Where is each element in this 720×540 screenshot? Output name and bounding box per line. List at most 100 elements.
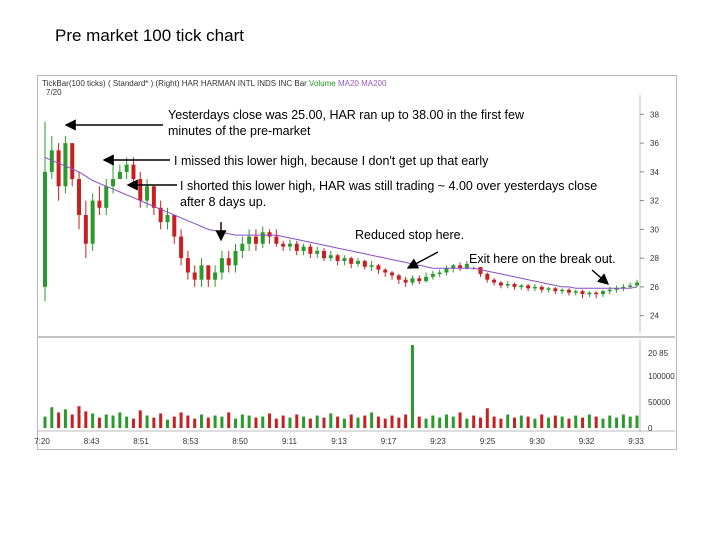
volume-bar (104, 414, 108, 428)
volume-bar (57, 412, 61, 428)
time-tick-label: 8:43 (84, 437, 100, 446)
volume-bar (254, 417, 258, 428)
candle-body (458, 265, 463, 269)
candle-body (49, 150, 54, 172)
volume-bar (349, 414, 353, 428)
annotation-shorted-lower-high: I shorted this lower high, HAR was still… (180, 178, 620, 210)
volume-bar (574, 415, 578, 428)
candle-body (614, 288, 619, 290)
candle-body (560, 289, 565, 292)
arrow-reduced-stop (406, 251, 439, 269)
volume-bar (376, 416, 380, 428)
volume-bar (370, 412, 374, 428)
candle-body (145, 186, 150, 201)
candle-body (77, 179, 82, 215)
candle-body (546, 288, 551, 290)
candle-body (430, 273, 435, 277)
volume-bar (118, 412, 122, 428)
volume-bar (383, 418, 387, 428)
candle-body (424, 276, 429, 282)
price-tick-label: 28 (650, 254, 659, 263)
candle-body (104, 186, 109, 208)
candle-body (369, 265, 374, 267)
volume-bar (431, 415, 435, 428)
price-tick-label: 34 (650, 168, 659, 177)
volume-bar (363, 415, 367, 428)
volume-bar (397, 417, 401, 428)
candle-body (505, 284, 510, 286)
volume-bar (50, 407, 54, 428)
annotation-reduced-stop: Reduced stop here. (355, 227, 465, 243)
chart-header-company: HARMAN INTL INDS INC Bar (200, 79, 307, 88)
candle-body (138, 179, 143, 201)
annotation-missed-lower-high: I missed this lower high, because I don'… (174, 153, 489, 169)
chart-header-ma: MA20 MA200 (337, 79, 387, 88)
candle-body (342, 258, 347, 261)
volume-bar (608, 415, 612, 428)
candle-body (56, 150, 61, 187)
volume-bar (492, 416, 496, 428)
volume-tick-label: 100000 (648, 372, 675, 381)
volume-bar (131, 418, 135, 428)
volume-bar (465, 418, 469, 428)
volume-tick-label: 20 85 (648, 349, 669, 358)
candle-body (260, 232, 265, 244)
volume-bar (261, 416, 265, 428)
volume-bar (200, 414, 204, 428)
candle-body (179, 236, 184, 259)
candle-body (417, 278, 422, 282)
price-tick-label: 26 (650, 283, 659, 292)
volume-bar (308, 418, 312, 428)
candle-body (63, 143, 68, 187)
candle-body (356, 261, 361, 264)
candle-body (635, 282, 639, 286)
time-tick-label: 8:51 (133, 437, 149, 446)
volume-bar (240, 414, 244, 428)
candle-body (253, 236, 258, 244)
volume-bar (302, 416, 306, 428)
time-tick-label: 9:32 (579, 437, 595, 446)
candle-body (492, 279, 497, 283)
candle-body (362, 261, 367, 267)
candle-body (247, 236, 252, 244)
volume-bar (417, 416, 421, 428)
candle-body (158, 207, 163, 223)
candle-body (117, 171, 122, 180)
time-tick-label: 9:30 (529, 437, 545, 446)
time-tick-label: 9:17 (381, 437, 397, 446)
candle-body (478, 266, 483, 274)
volume-bar (274, 418, 278, 428)
candle-body (281, 243, 286, 247)
candle-body (607, 289, 612, 292)
time-tick-label: 9:23 (430, 437, 446, 446)
volume-bar (268, 413, 272, 428)
ma20-line (44, 157, 638, 289)
volume-bar (404, 414, 408, 428)
candle-body (43, 171, 47, 287)
candle-body (274, 236, 279, 244)
volume-bar (43, 416, 47, 428)
volume-bar (458, 412, 462, 428)
volume-bar (601, 418, 605, 428)
chart-header-date: 7/20 (46, 88, 62, 97)
candle-body (335, 255, 340, 261)
candle-body (328, 255, 333, 259)
candle-body (600, 291, 605, 295)
chart-header-volume: Volume (309, 79, 336, 88)
candle-body (464, 263, 469, 269)
candle-body (383, 269, 388, 273)
candle-body (165, 215, 170, 223)
candle-body (267, 232, 272, 237)
candle-body (192, 272, 197, 280)
volume-bar (111, 415, 115, 428)
candle-body (580, 291, 585, 295)
volume-bar (220, 416, 224, 428)
volume-bar (499, 418, 503, 428)
price-tick-label: 24 (650, 312, 659, 321)
candle-body (90, 200, 95, 244)
volume-bar (506, 414, 510, 428)
candle-body (566, 289, 571, 293)
candle-body (532, 286, 537, 289)
candle-body (587, 292, 592, 295)
price-tick-label: 30 (650, 225, 659, 234)
